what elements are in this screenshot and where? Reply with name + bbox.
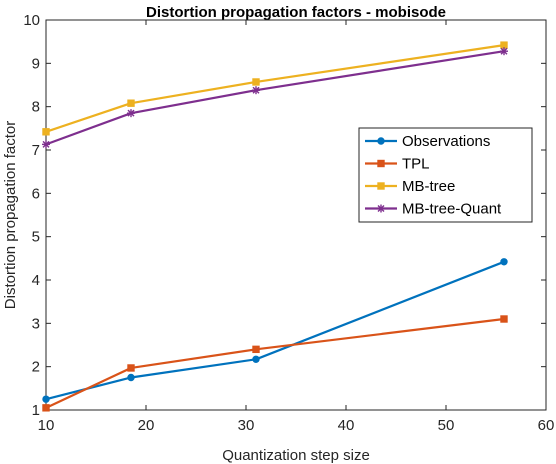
- y-axis-label: Distortion propagation factor: [2, 121, 19, 309]
- series-line: [45, 50, 505, 146]
- data-point: [127, 99, 135, 107]
- x-tick-label: 20: [138, 417, 155, 434]
- legend-box: [358, 127, 533, 223]
- data-point: [127, 364, 135, 372]
- data-point: [42, 140, 50, 149]
- series-layer: [42, 41, 508, 412]
- series-line: [45, 44, 505, 133]
- data-point: [42, 404, 50, 412]
- legend-label: Observations: [402, 133, 490, 150]
- data-point: [252, 78, 260, 86]
- legend-item: Observations: [365, 133, 490, 150]
- legend-label: MB-tree: [402, 178, 455, 195]
- x-tick-label: 30: [238, 417, 255, 434]
- data-point: [500, 47, 508, 56]
- x-tick-label: 10: [38, 417, 55, 434]
- legend-marker: [377, 159, 385, 168]
- legend: Observations TPL MB-tree MB-tree-Quant: [358, 127, 533, 223]
- y-tick-label: 6: [32, 185, 40, 202]
- series-tpl: [42, 315, 508, 412]
- y-tick-label: 7: [32, 142, 40, 159]
- data-point: [500, 315, 508, 323]
- series-mb-tree-quant: [42, 47, 508, 149]
- y-tick-label: 9: [32, 55, 40, 72]
- y-tick-label: 4: [32, 272, 40, 289]
- y-tick-label: 3: [32, 315, 40, 332]
- y-tick-label: 5: [32, 229, 40, 246]
- legend-item: TPL: [365, 156, 430, 173]
- chart-title: Distortion propagation factors - mobisod…: [146, 4, 446, 21]
- data-point: [252, 86, 260, 95]
- data-point: [500, 258, 508, 266]
- data-point: [252, 355, 260, 363]
- series-line: [45, 317, 505, 409]
- x-axis-label: Quantization step size: [222, 447, 370, 464]
- data-point: [42, 128, 50, 136]
- y-tick-label: 10: [23, 12, 40, 29]
- legend-marker: [377, 182, 385, 190]
- x-tick-label: 40: [338, 417, 355, 434]
- data-point: [252, 345, 260, 354]
- x-tick-label: 60: [538, 417, 555, 434]
- x-tick-label: 50: [438, 417, 455, 434]
- y-tick-label: 1: [32, 402, 40, 419]
- legend-item: MB-tree-Quant: [365, 201, 502, 218]
- legend-item: MB-tree: [365, 178, 455, 195]
- data-point: [42, 395, 50, 403]
- legend-label: TPL: [402, 156, 430, 173]
- legend-marker: [377, 137, 385, 145]
- legend-marker: [377, 204, 385, 213]
- data-point: [127, 373, 135, 382]
- data-point: [127, 109, 135, 118]
- legend-label: MB-tree-Quant: [402, 201, 502, 218]
- y-tick-label: 2: [32, 359, 40, 376]
- axis-ticks: 10 20 30 40 50 60 1 2 3 4 5 6 7 8 9 10: [23, 12, 554, 434]
- y-tick-label: 8: [32, 99, 40, 116]
